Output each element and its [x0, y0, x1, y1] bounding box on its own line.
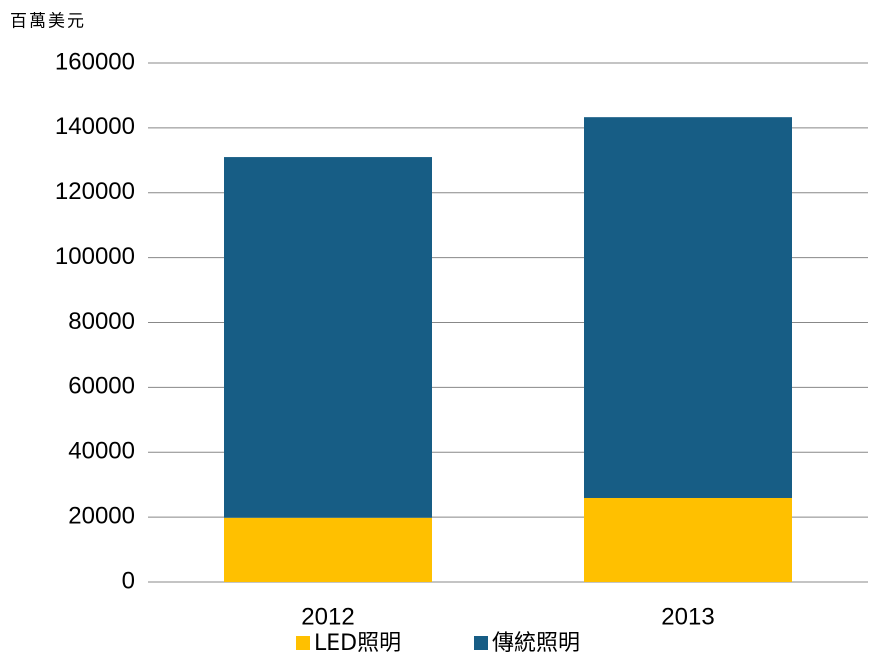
y-tick-label: 60000	[68, 373, 135, 400]
x-tick-label: 2012	[301, 603, 354, 630]
y-axis-label: 百萬美元	[10, 12, 86, 32]
legend-swatch	[474, 636, 488, 650]
legend-label: LED照明	[314, 631, 401, 656]
legend-label: 傳統照明	[492, 631, 580, 656]
y-tick-label: 40000	[68, 438, 135, 465]
y-tick-label: 120000	[55, 178, 135, 205]
y-tick-label: 80000	[68, 308, 135, 335]
y-tick-label: 20000	[68, 502, 135, 529]
bar-segment	[584, 117, 792, 498]
y-tick-label: 100000	[55, 243, 135, 270]
x-tick-label: 2013	[661, 603, 714, 630]
y-tick-label: 0	[122, 567, 135, 594]
y-tick-label: 160000	[55, 48, 135, 75]
bar-segment	[224, 157, 432, 518]
bar-segment	[224, 517, 432, 582]
bar-segment	[584, 497, 792, 582]
y-tick-label: 140000	[55, 113, 135, 140]
legend-swatch	[296, 636, 310, 650]
